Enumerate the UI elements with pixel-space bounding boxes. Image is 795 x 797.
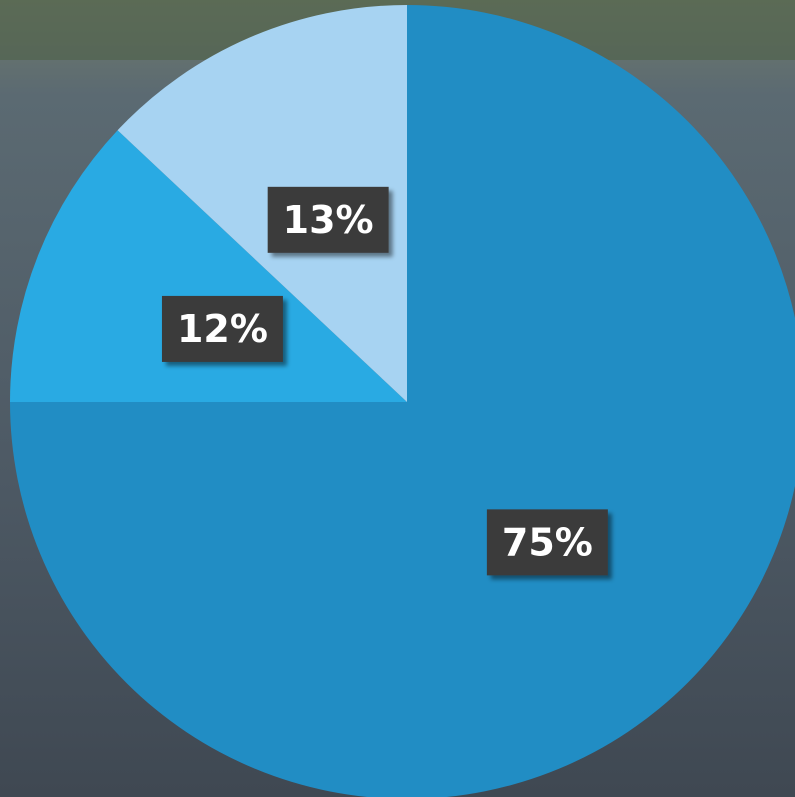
label-box xyxy=(161,295,283,362)
data-label: 13% xyxy=(283,198,374,242)
label-box xyxy=(267,186,389,253)
data-label-group: 12% xyxy=(161,295,283,362)
pie xyxy=(10,5,795,797)
data-labels: 75% 12% 13% xyxy=(161,186,608,576)
data-label-group: 75% xyxy=(486,509,608,576)
pie-slice xyxy=(10,130,407,402)
data-label-group: 13% xyxy=(267,186,389,253)
label-box xyxy=(486,509,608,576)
data-label: 12% xyxy=(177,307,268,351)
pie-slice xyxy=(117,5,407,402)
pie-slice xyxy=(10,5,795,797)
data-label: 75% xyxy=(502,520,593,564)
